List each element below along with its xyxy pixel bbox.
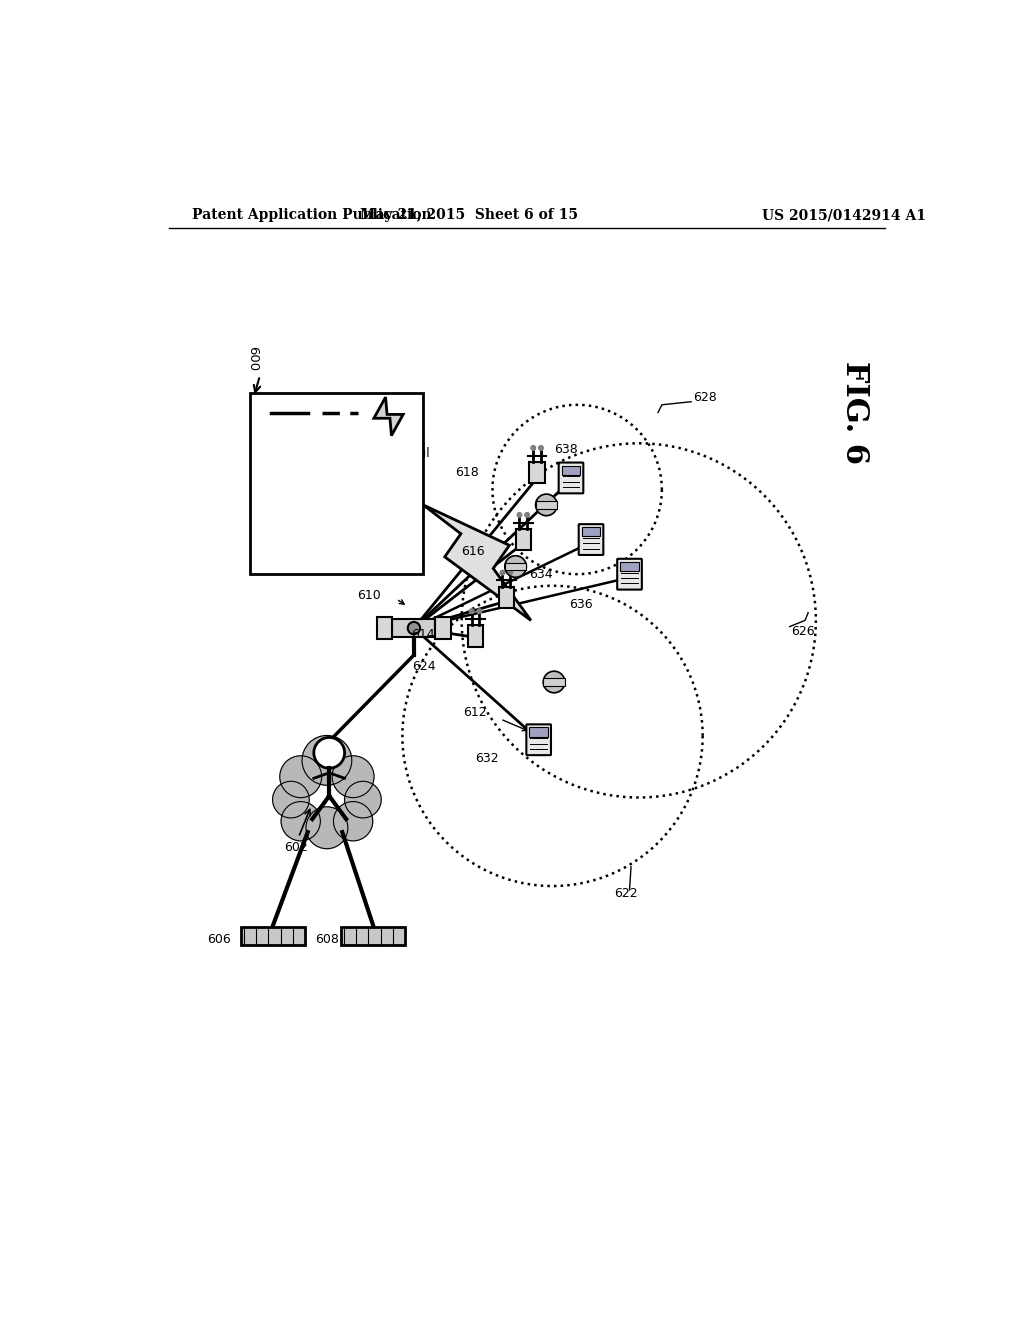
Circle shape — [525, 512, 529, 517]
Text: Wireless: Wireless — [377, 436, 427, 449]
FancyBboxPatch shape — [250, 393, 423, 574]
FancyBboxPatch shape — [526, 725, 551, 755]
Text: 632: 632 — [475, 752, 499, 766]
Circle shape — [280, 756, 322, 797]
Text: 608: 608 — [315, 933, 339, 946]
FancyBboxPatch shape — [505, 562, 526, 570]
Text: Patent Application Publication: Patent Application Publication — [193, 209, 432, 223]
Text: 618: 618 — [455, 466, 478, 479]
Text: backhaul: backhaul — [377, 447, 430, 461]
Text: 616: 616 — [461, 545, 484, 557]
FancyBboxPatch shape — [579, 524, 603, 554]
Text: 622: 622 — [614, 887, 638, 900]
FancyBboxPatch shape — [562, 466, 581, 475]
Text: 638: 638 — [554, 444, 578, 455]
Text: 624: 624 — [412, 660, 435, 673]
Circle shape — [544, 671, 565, 693]
Circle shape — [531, 446, 536, 450]
Text: Low cost: Low cost — [322, 436, 373, 449]
FancyBboxPatch shape — [341, 927, 406, 945]
Circle shape — [477, 609, 481, 614]
Text: 602: 602 — [285, 841, 308, 854]
Text: backhaul: backhaul — [271, 447, 325, 461]
FancyBboxPatch shape — [559, 462, 584, 494]
FancyBboxPatch shape — [621, 562, 639, 572]
FancyBboxPatch shape — [529, 727, 548, 737]
Text: FIG. 6: FIG. 6 — [839, 360, 869, 465]
Text: 612: 612 — [463, 706, 486, 719]
FancyBboxPatch shape — [241, 927, 305, 945]
Circle shape — [517, 512, 521, 517]
Circle shape — [408, 622, 420, 635]
Text: 614: 614 — [411, 628, 435, 640]
Circle shape — [345, 781, 381, 818]
FancyBboxPatch shape — [536, 502, 557, 508]
Circle shape — [500, 570, 505, 576]
FancyBboxPatch shape — [499, 586, 514, 609]
Circle shape — [306, 807, 348, 849]
Polygon shape — [423, 506, 531, 620]
FancyBboxPatch shape — [544, 678, 565, 686]
Circle shape — [332, 756, 374, 797]
FancyBboxPatch shape — [515, 529, 531, 550]
Text: backhaul: backhaul — [322, 447, 375, 461]
FancyBboxPatch shape — [529, 462, 545, 483]
Circle shape — [539, 446, 544, 450]
Text: May 21, 2015  Sheet 6 of 15: May 21, 2015 Sheet 6 of 15 — [360, 209, 579, 223]
Text: 636: 636 — [569, 598, 593, 611]
Polygon shape — [374, 397, 403, 436]
Text: High speed: High speed — [271, 436, 338, 449]
Text: 628: 628 — [692, 391, 717, 404]
Circle shape — [334, 801, 373, 841]
FancyBboxPatch shape — [377, 618, 392, 639]
Text: 600: 600 — [246, 346, 259, 371]
Text: 626: 626 — [792, 626, 815, 639]
Circle shape — [282, 801, 321, 841]
Circle shape — [505, 556, 526, 577]
FancyBboxPatch shape — [617, 558, 642, 590]
Text: 606: 606 — [208, 933, 231, 946]
Text: 634: 634 — [529, 568, 553, 581]
Circle shape — [536, 494, 557, 516]
Text: 610: 610 — [357, 589, 381, 602]
Circle shape — [469, 609, 474, 614]
Circle shape — [313, 738, 345, 768]
Text: US 2015/0142914 A1: US 2015/0142914 A1 — [762, 209, 926, 223]
Circle shape — [272, 781, 309, 818]
FancyBboxPatch shape — [392, 619, 435, 638]
FancyBboxPatch shape — [435, 618, 451, 639]
Circle shape — [302, 735, 352, 785]
Circle shape — [508, 570, 512, 576]
FancyBboxPatch shape — [582, 527, 600, 536]
FancyBboxPatch shape — [468, 626, 483, 647]
